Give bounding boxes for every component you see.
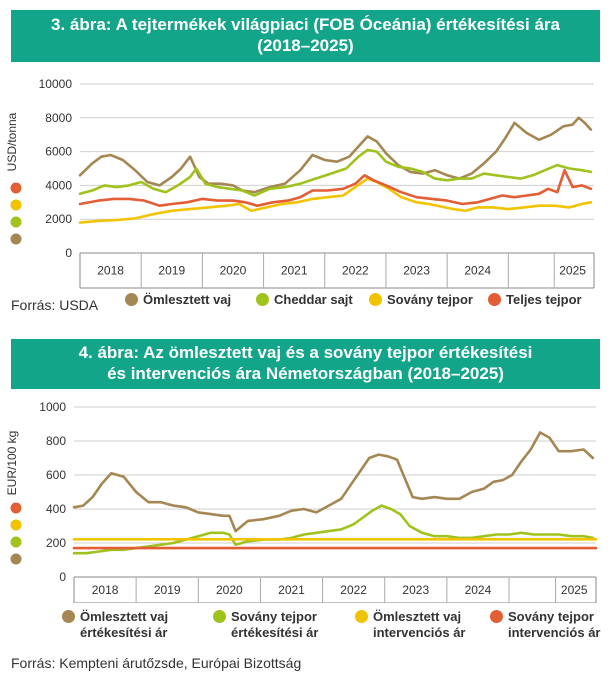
legend-label: Ömlesztett vaj — [143, 292, 232, 307]
chart1-series-cheddar — [78, 148, 593, 197]
legend-label-line1: Sovány tejpor — [231, 609, 317, 624]
chart1-title-line1: 3. ábra: A tejtermékek világpiaci (FOB Ó… — [51, 15, 560, 34]
legend-marker-icon — [488, 293, 501, 306]
chart2-xtick-label: 2022 — [340, 583, 367, 597]
chart1-side-marker-0 — [10, 182, 22, 194]
chart1-ytick-label: 10000 — [39, 77, 73, 91]
chart2-xtick-label: 2025 — [561, 583, 588, 597]
chart2-plot: 0 200 400 600 800 1000 2018 2019 2020 2021 2022 202… — [5, 400, 598, 603]
legend-label-line2: intervenciós ár — [373, 625, 466, 640]
legend-label: Cheddar sajt — [274, 292, 353, 307]
chart2-ylabel: EUR/100 kg — [5, 431, 19, 496]
chart2-title-line2: és intervenciós ára Németországban (2018… — [107, 364, 504, 383]
chart1-xtick-label: 2019 — [158, 264, 185, 278]
legend-marker-icon — [256, 293, 269, 306]
chart1-plot: 0 2000 4000 6000 8000 10000 2018 2019 2020 2021 20… — [5, 77, 595, 289]
legend-label: Sovány tejpor — [387, 292, 473, 307]
legend-label-line1: Sovány tejpor — [508, 609, 594, 624]
chart2-ytick-label: 1000 — [39, 400, 66, 414]
legend-marker-icon — [355, 610, 368, 623]
chart1-xtick-label: 2020 — [220, 264, 247, 278]
chart1-xtick-label: 2025 — [559, 264, 586, 278]
chart1-series-smp — [78, 177, 593, 224]
chart1-legend-cheddar: Cheddar sajt — [256, 292, 353, 308]
legend-marker-icon — [213, 610, 226, 623]
chart1-ylabel: USD/tonna — [5, 112, 19, 171]
chart1-ytick-label: 8000 — [45, 111, 72, 125]
chart2-side-marker-3 — [10, 553, 22, 565]
chart2-legend-butter: Ömlesztett vaj értékesítési ár — [62, 609, 168, 641]
chart2-legend-butter-intervention: Ömlesztett vaj intervenciós ár — [355, 609, 466, 641]
legend-label-line2: értékesítési ár — [80, 625, 168, 640]
chart1-ytick-label: 4000 — [45, 178, 72, 192]
chart1-ytick-label: 6000 — [45, 145, 72, 159]
chart2-series-butter — [72, 431, 595, 533]
chart2-ytick-label: 600 — [46, 468, 66, 482]
chart1-xtick-label: 2021 — [281, 264, 308, 278]
chart1-legend-wmp: Teljes tejpor — [488, 292, 582, 308]
legend-label-line1: Ömlesztett vaj — [80, 609, 169, 624]
legend-label-line2: intervenciós ár — [508, 625, 601, 640]
chart2-source: Forrás: Kempteni árutőzsde, Európai Bizo… — [11, 655, 302, 671]
chart2-side-marker-0 — [10, 502, 22, 514]
chart1-xtick-label: 2023 — [403, 264, 430, 278]
chart1-source: Forrás: USDA — [11, 297, 99, 313]
legend-label-line2: értékesítési ár — [231, 625, 319, 640]
chart2-xtick-label: 2018 — [92, 583, 119, 597]
chart1-xtick-label: 2018 — [97, 264, 124, 278]
legend-marker-icon — [125, 293, 138, 306]
chart1-legend-smp: Sovány tejpor — [369, 292, 473, 308]
chart2-ytick-label: 400 — [46, 502, 66, 516]
chart2-side-marker-1 — [10, 519, 22, 531]
chart1-xtick-label: 2024 — [464, 264, 491, 278]
chart1-ytick-label: 0 — [65, 246, 72, 260]
chart2-xtick-label: 2020 — [216, 583, 243, 597]
chart2-legend-smp-intervention: Sovány tejpor intervenciós ár — [490, 609, 601, 641]
chart1-series-butter — [78, 116, 593, 194]
chart2-xtick-label: 2019 — [154, 583, 181, 597]
chart2-series-smp — [72, 504, 595, 555]
legend-marker-icon — [490, 610, 503, 623]
chart2-ytick-label: 800 — [46, 434, 66, 448]
chart1-title: 3. ábra: A tejtermékek világpiaci (FOB Ó… — [11, 10, 600, 62]
chart1-series-wmp — [78, 168, 593, 207]
chart1-side-marker-3 — [10, 233, 22, 245]
legend-marker-icon — [369, 293, 382, 306]
chart2-title-line1: 4. ábra: Az ömlesztett vaj és a sovány t… — [78, 343, 533, 362]
chart2-xtick-label: 2021 — [278, 583, 305, 597]
legend-label: Teljes tejpor — [506, 292, 582, 307]
chart1-title-line2: (2018–2025) — [257, 36, 354, 55]
chart2-xtick-label: 2024 — [465, 583, 492, 597]
chart2-xtick-label: 2023 — [402, 583, 429, 597]
chart2-title: 4. ábra: Az ömlesztett vaj és a sovány t… — [11, 339, 600, 389]
legend-marker-icon — [62, 610, 75, 623]
chart2-ytick-label: 200 — [46, 536, 66, 550]
chart2-legend-smp: Sovány tejpor értékesítési ár — [213, 609, 318, 641]
chart1-ytick-label: 2000 — [45, 212, 72, 226]
chart2-ytick-label: 0 — [59, 570, 66, 584]
chart2-side-marker-2 — [10, 536, 22, 548]
chart1-xtick-label: 2022 — [342, 264, 369, 278]
chart1-legend-butter: Ömlesztett vaj — [125, 292, 231, 308]
chart1-side-marker-2 — [10, 216, 22, 228]
legend-label-line1: Ömlesztett vaj — [373, 609, 462, 624]
chart1-side-marker-1 — [10, 199, 22, 211]
